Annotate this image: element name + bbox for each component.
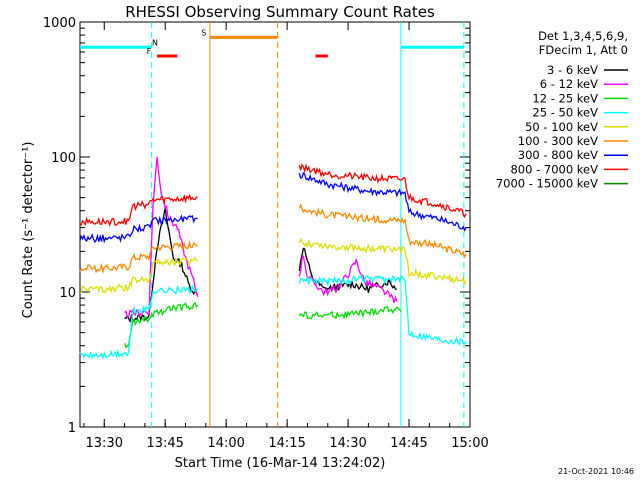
x-tick-label: 15:00 [451,436,488,451]
x-tick-label: 14:00 [207,436,244,451]
series-line [79,284,198,360]
x-tick-label: 13:30 [86,436,123,451]
flag-bars: N S F [80,28,464,58]
legend-entry-label: 100 - 300 keV [518,134,598,148]
plot-area [79,21,471,428]
series-line [298,237,467,286]
legend-entry-label: 800 - 7000 keV [510,162,598,176]
series-line [298,274,467,347]
x-tick-label: 14:45 [390,436,427,451]
legend-entry-label: 6 - 12 keV [540,77,598,91]
series-line [298,163,467,219]
x-tick-label: 14:30 [329,436,366,451]
series-line [124,207,199,324]
series-line [79,193,198,228]
flag-label: N [152,38,158,47]
series-group [79,156,467,360]
series-line [298,203,467,259]
chart-title: RHESSI Observing Summary Count Rates [125,3,435,21]
x-axis-ticks: 13:30 13:45 14:00 14:15 14:30 14:45 15:00 [83,22,489,451]
series-line [298,305,402,320]
y-axis-label: Count Rate (s⁻¹ detector⁻¹) [21,142,36,319]
y-tick-label: 100 [51,151,76,166]
footer-date: 21-Oct-2021 10:46 [558,467,634,476]
y-tick-label: 1000 [43,16,76,31]
y-axis-ticks: 1 10 100 1000 [43,16,470,436]
legend-header-line-1: Det 1,3,4,5,6,9, [538,29,628,43]
legend-header-line-2: FDecim 1, Att 0 [539,43,628,57]
series-line [124,156,199,318]
legend-entry-label: 7000 - 15000 keV [496,177,598,191]
y-tick-label: 1 [68,421,76,436]
series-line [79,214,198,244]
legend-entry-label: 3 - 6 keV [547,63,598,77]
y-tick-label: 10 [59,286,76,301]
series-line [298,247,397,293]
x-tick-label: 13:45 [146,436,183,451]
series-line [79,256,198,294]
legend-entry-label: 300 - 800 keV [518,148,598,162]
plot-frame [79,21,471,428]
legend-entry-label: 25 - 50 keV [532,106,598,120]
x-axis-label: Start Time (16-Mar-14 13:24:02) [175,456,386,471]
flag-label: S [201,28,206,37]
vertical-markers [151,22,465,427]
legend-entry-label: 50 - 100 keV [525,120,598,134]
legend-entry-label: 12 - 25 keV [532,91,598,105]
x-tick-label: 14:15 [268,436,305,451]
legend: Det 1,3,4,5,6,9, FDecim 1, Att 0 3 - 6 k… [496,29,628,191]
series-line [123,301,199,349]
series-line [79,240,198,275]
series-line [298,171,467,233]
flag-label: F [147,47,152,56]
